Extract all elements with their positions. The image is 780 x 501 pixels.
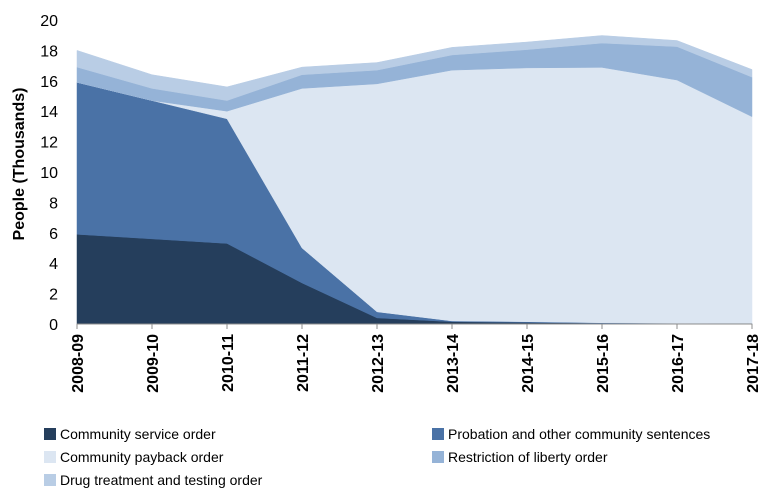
legend-label: Probation and other community sentences: [448, 426, 711, 442]
x-tick-label: 2016-17: [670, 334, 687, 393]
x-tick-label: 2015-16: [595, 334, 612, 393]
y-axis-label: People (Thousands): [11, 88, 28, 241]
y-ticks: 0 2 4 6 8 10 12 14 16 18 20: [40, 13, 58, 334]
x-tick-label: 2012-13: [370, 334, 387, 393]
x-tick-label: 2014-15: [520, 334, 537, 393]
y-tick-label: 20: [40, 13, 58, 30]
legend-item: Drug treatment and testing order: [44, 472, 262, 488]
legend-label: Community service order: [60, 426, 216, 442]
legend-swatch: [44, 451, 56, 463]
y-tick-label: 2: [49, 287, 58, 304]
x-tick-label: 2010-11: [220, 334, 237, 392]
x-tick-label: 2008-09: [70, 334, 87, 393]
legend-swatch: [432, 451, 444, 463]
chart-axes: [76, 323, 753, 329]
y-tick-label: 10: [40, 165, 58, 182]
x-tick-label: 2011-12: [295, 334, 312, 392]
legend-swatch: [44, 474, 56, 486]
legend-item: Probation and other community sentences: [432, 426, 710, 442]
legend-item: Community payback order: [44, 449, 223, 465]
y-tick-label: 8: [49, 195, 58, 212]
x-tick-label: 2009-10: [145, 334, 162, 393]
legend-item: Community service order: [44, 426, 216, 442]
x-tick-label: 2013-14: [445, 334, 462, 393]
y-tick-label: 6: [49, 226, 58, 243]
y-tick-label: 0: [49, 317, 58, 334]
legend-label: Community payback order: [60, 449, 224, 465]
y-tick-label: 12: [40, 135, 58, 152]
y-tick-label: 4: [49, 256, 58, 273]
y-tick-label: 16: [40, 74, 58, 91]
y-tick-label: 18: [40, 43, 58, 60]
x-ticks: 2008-09 2009-10 2010-11 2011-12 2012-13 2013-…: [70, 334, 762, 393]
legend-swatch: [432, 428, 444, 440]
legend-item: Restriction of liberty order: [432, 449, 608, 465]
chart-areas: [76, 35, 753, 325]
legend-label: Restriction of liberty order: [448, 449, 608, 465]
y-tick-label: 14: [40, 104, 58, 121]
area-series-4: [76, 35, 753, 101]
legend-swatch: [44, 428, 56, 440]
x-tick-label: 2017-18: [745, 334, 762, 393]
legend-label: Drug treatment and testing order: [60, 472, 263, 488]
